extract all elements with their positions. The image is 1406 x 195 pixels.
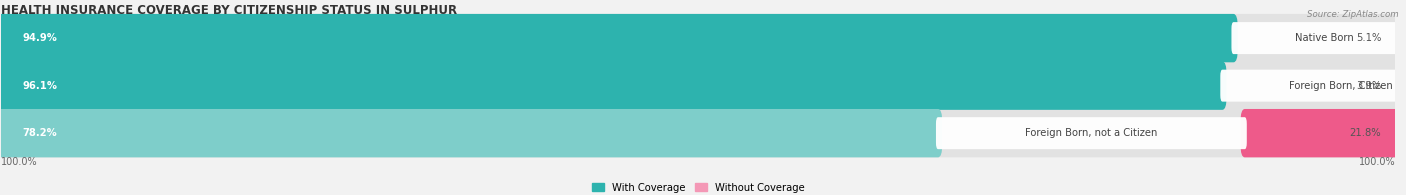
Text: 5.1%: 5.1% [1355, 33, 1381, 43]
Text: 94.9%: 94.9% [22, 33, 58, 43]
FancyBboxPatch shape [936, 117, 1247, 149]
Text: HEALTH INSURANCE COVERAGE BY CITIZENSHIP STATUS IN SULPHUR: HEALTH INSURANCE COVERAGE BY CITIZENSHIP… [1, 4, 457, 17]
FancyBboxPatch shape [0, 14, 1237, 62]
FancyBboxPatch shape [0, 14, 1399, 62]
FancyBboxPatch shape [1232, 22, 1406, 54]
Text: 96.1%: 96.1% [22, 81, 58, 91]
Text: Foreign Born, Citizen: Foreign Born, Citizen [1289, 81, 1393, 91]
Text: 100.0%: 100.0% [1, 157, 38, 167]
Text: Foreign Born, not a Citizen: Foreign Born, not a Citizen [1025, 128, 1157, 138]
FancyBboxPatch shape [0, 109, 942, 157]
FancyBboxPatch shape [0, 61, 1399, 110]
Text: Native Born: Native Born [1295, 33, 1354, 43]
Text: 21.8%: 21.8% [1350, 128, 1381, 138]
Text: 3.9%: 3.9% [1355, 81, 1381, 91]
Text: 78.2%: 78.2% [22, 128, 58, 138]
Text: 100.0%: 100.0% [1358, 157, 1395, 167]
FancyBboxPatch shape [0, 109, 1399, 157]
FancyBboxPatch shape [1220, 70, 1406, 102]
FancyBboxPatch shape [0, 61, 1226, 110]
FancyBboxPatch shape [1240, 109, 1399, 157]
Legend: With Coverage, Without Coverage: With Coverage, Without Coverage [588, 179, 808, 195]
Text: Source: ZipAtlas.com: Source: ZipAtlas.com [1308, 10, 1399, 19]
